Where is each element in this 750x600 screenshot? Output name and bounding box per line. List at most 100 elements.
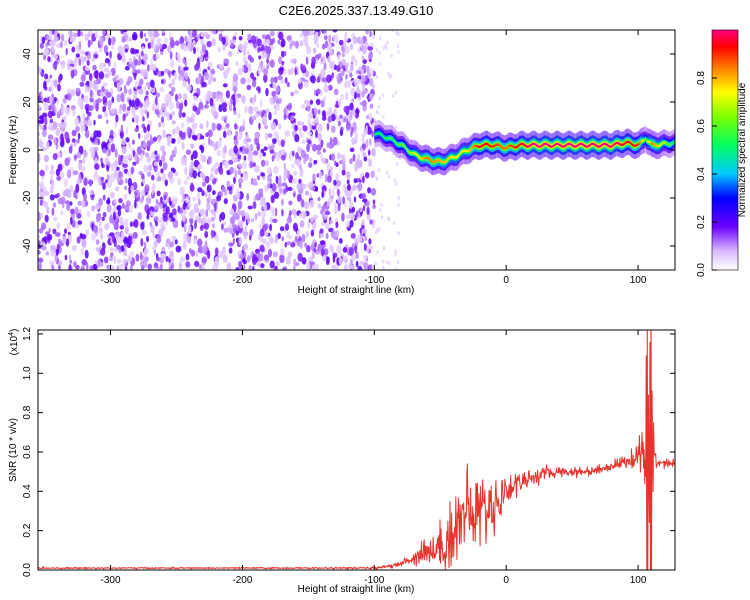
noise-speckle bbox=[207, 66, 211, 71]
noise-speckle bbox=[130, 185, 135, 192]
noise-speckle bbox=[233, 31, 238, 37]
noise-speckle bbox=[361, 136, 365, 144]
noise-speckle bbox=[112, 77, 117, 83]
noise-speckle bbox=[120, 245, 125, 252]
ridge-cell bbox=[394, 140, 396, 144]
noise-speckle bbox=[359, 43, 363, 48]
noise-speckle bbox=[178, 261, 182, 270]
noise-speckle bbox=[49, 30, 53, 38]
noise-speckle bbox=[86, 210, 91, 218]
noise-speckle bbox=[72, 60, 75, 65]
noise-speckle bbox=[249, 161, 253, 169]
noise-speckle bbox=[193, 202, 199, 212]
noise-speckle bbox=[306, 262, 311, 270]
ridge-cell bbox=[578, 143, 581, 146]
ridge-cell bbox=[547, 143, 549, 146]
noise-speckle bbox=[314, 37, 318, 42]
noise-speckle bbox=[293, 258, 297, 267]
noise-speckle bbox=[372, 204, 376, 209]
noise-speckle bbox=[50, 102, 55, 110]
noise-speckle bbox=[320, 139, 324, 148]
noise-speckle bbox=[361, 133, 366, 138]
noise-speckle bbox=[216, 94, 220, 102]
noise-speckle bbox=[125, 200, 131, 207]
noise-speckle bbox=[259, 228, 265, 237]
ridge-cell bbox=[603, 142, 606, 145]
noise-speckle bbox=[199, 144, 203, 151]
noise-speckle bbox=[264, 113, 267, 119]
noise-speckle bbox=[318, 171, 323, 179]
noise-speckle bbox=[315, 186, 319, 192]
noise-speckle bbox=[42, 200, 49, 208]
ridge-cell bbox=[560, 144, 562, 147]
noise-speckle bbox=[279, 188, 283, 194]
noise-speckle bbox=[160, 196, 163, 204]
noise-speckle bbox=[49, 118, 54, 124]
noise-speckle bbox=[61, 60, 66, 69]
noise-speckle bbox=[160, 70, 165, 77]
noise-speckle bbox=[327, 162, 330, 172]
noise-speckle bbox=[78, 58, 82, 66]
noise-speckle bbox=[318, 53, 322, 58]
noise-speckle bbox=[342, 247, 348, 253]
noise-speckle bbox=[126, 80, 131, 86]
noise-speckle bbox=[210, 68, 216, 75]
noise-speckle bbox=[185, 196, 190, 204]
noise-speckle bbox=[79, 97, 84, 106]
ridge-cell bbox=[382, 135, 384, 138]
noise-speckle bbox=[96, 258, 102, 268]
noise-speckle bbox=[117, 237, 123, 245]
noise-speckle bbox=[142, 178, 146, 185]
noise-speckle bbox=[258, 152, 263, 160]
noise-speckle bbox=[312, 173, 316, 182]
ridge-cell bbox=[406, 148, 408, 151]
ridge-cell bbox=[655, 144, 657, 147]
noise-speckle bbox=[362, 59, 368, 64]
noise-speckle bbox=[157, 38, 160, 48]
noise-speckle bbox=[386, 40, 389, 45]
noise-speckle bbox=[57, 83, 61, 92]
noise-speckle bbox=[68, 254, 72, 261]
noise-speckle bbox=[122, 163, 128, 168]
noise-speckle bbox=[266, 64, 270, 70]
noise-speckle bbox=[315, 98, 321, 106]
ridge-cell bbox=[445, 159, 448, 163]
noise-speckle bbox=[228, 130, 232, 137]
noise-speckle bbox=[128, 88, 133, 96]
noise-speckle bbox=[183, 223, 187, 233]
noise-speckle bbox=[258, 252, 264, 262]
noise-speckle bbox=[253, 165, 260, 174]
noise-speckle bbox=[81, 239, 87, 248]
ridge-cell bbox=[384, 137, 387, 140]
noise-speckle bbox=[75, 53, 80, 58]
noise-speckle bbox=[152, 232, 156, 239]
noise-speckle bbox=[337, 153, 340, 158]
noise-speckle bbox=[218, 63, 224, 70]
noise-speckle bbox=[238, 254, 244, 260]
noise-speckle bbox=[207, 94, 210, 100]
noise-speckle bbox=[159, 86, 164, 93]
noise-speckle bbox=[332, 255, 336, 263]
noise-speckle bbox=[244, 147, 249, 155]
ridge-cell bbox=[482, 144, 484, 147]
ridge-cell bbox=[564, 144, 566, 148]
noise-speckle bbox=[212, 223, 215, 229]
noise-speckle bbox=[258, 55, 262, 60]
noise-speckle bbox=[139, 251, 143, 261]
ridge-cell bbox=[590, 142, 593, 146]
noise-speckle bbox=[199, 208, 205, 217]
noise-speckle bbox=[329, 166, 333, 171]
noise-speckle bbox=[46, 206, 50, 215]
noise-speckle bbox=[153, 262, 159, 270]
noise-speckle bbox=[95, 203, 99, 209]
ridge-cell bbox=[557, 142, 560, 146]
ridge-cell bbox=[552, 144, 554, 148]
noise-speckle bbox=[100, 91, 106, 97]
snr-x-label: Height of straight line (km) bbox=[298, 584, 415, 595]
noise-speckle bbox=[238, 36, 243, 41]
noise-speckle bbox=[167, 171, 173, 180]
noise-speckle bbox=[337, 120, 341, 127]
noise-speckle bbox=[184, 99, 188, 107]
noise-speckle bbox=[180, 122, 185, 128]
